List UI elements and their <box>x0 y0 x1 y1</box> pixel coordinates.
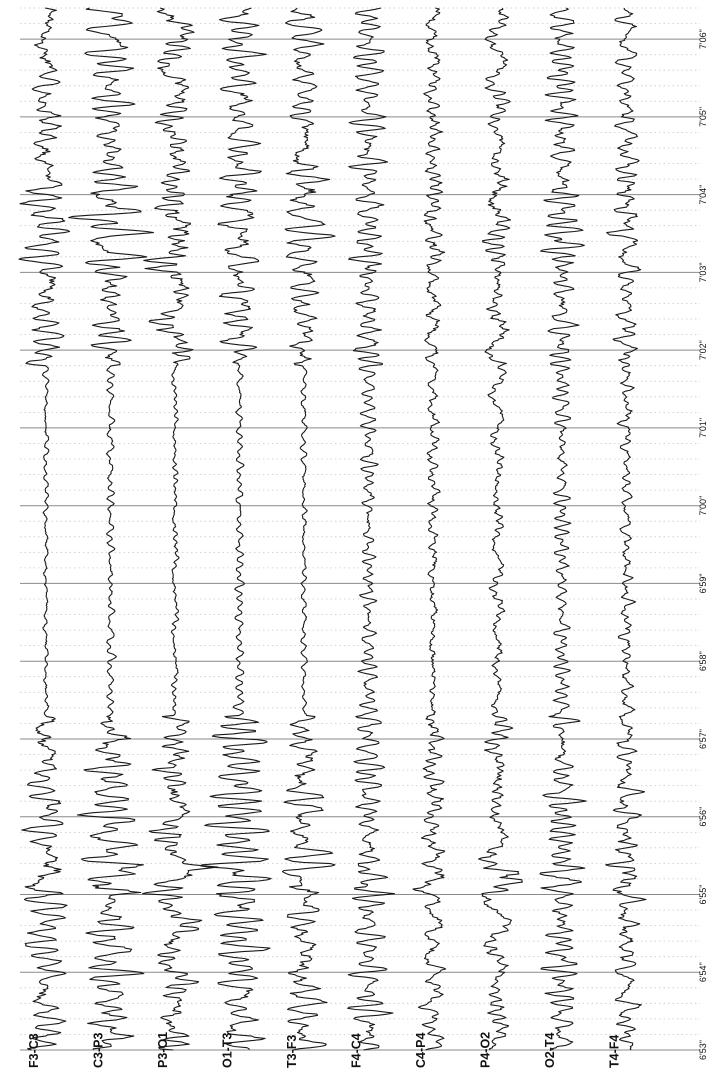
time-tick-label: 6'56" <box>698 807 708 827</box>
time-tick-label: 6'59" <box>698 573 708 593</box>
eeg-traces <box>18 7 647 1051</box>
eeg-trace-f4-c4 <box>347 7 396 1051</box>
time-tick-label: 7'06" <box>698 29 708 49</box>
channel-label: O2-T4 <box>543 1033 557 1068</box>
time-tick-label: 7'00" <box>698 496 708 516</box>
channel-label: P4-O2 <box>479 1032 493 1068</box>
time-tick-labels: 6'53" 6'54" 6'55" 6'56" 6'57" 6'58" 6'59" 7'00"… <box>698 29 708 1060</box>
time-tick-label: 6'54" <box>698 962 708 982</box>
time-tick-label: 6'53" <box>698 1040 708 1060</box>
channel-label: C3-P3 <box>92 1033 106 1068</box>
eeg-trace-o1-t3 <box>200 7 272 1050</box>
eeg-trace-p3-o1 <box>142 7 219 1051</box>
time-tick-label: 7'05" <box>698 107 708 127</box>
channel-labels: F3-C3 C3-P3 P3-O1 O1-T3 T3-F3 F4-C4 C4-P4 P4-O2… <box>27 1032 622 1068</box>
time-tick-label: 7'03" <box>698 262 708 282</box>
channel-label: O1-T3 <box>221 1033 235 1068</box>
channel-label: F3-C3 <box>27 1033 41 1068</box>
eeg-trace-f3-c3 <box>18 7 71 1051</box>
time-tick-label: 6'58" <box>698 651 708 671</box>
eeg-trace-t3-f3 <box>281 7 336 1051</box>
eeg-trace-c4-p4 <box>412 7 447 1051</box>
eeg-trace-p4-o2 <box>478 7 523 1051</box>
eeg-trace-c3-p3 <box>68 7 154 1051</box>
time-tick-label: 6'55" <box>698 885 708 905</box>
eeg-trace-o2-t4 <box>539 7 587 1051</box>
channel-label: T3-F3 <box>285 1035 299 1068</box>
time-tick-label: 6'57" <box>698 729 708 749</box>
time-tick-label: 7'04" <box>698 185 708 205</box>
channel-label: P3-O1 <box>156 1032 170 1068</box>
time-tick-label: 7'02" <box>698 340 708 360</box>
time-grid <box>20 7 700 1051</box>
channel-label: F4-C4 <box>350 1033 364 1068</box>
eeg-trace-t4-f4 <box>605 7 647 1051</box>
channel-label: C4-P4 <box>414 1033 428 1068</box>
channel-label: T4-F4 <box>608 1035 622 1068</box>
time-tick-label: 7'01" <box>698 418 708 438</box>
